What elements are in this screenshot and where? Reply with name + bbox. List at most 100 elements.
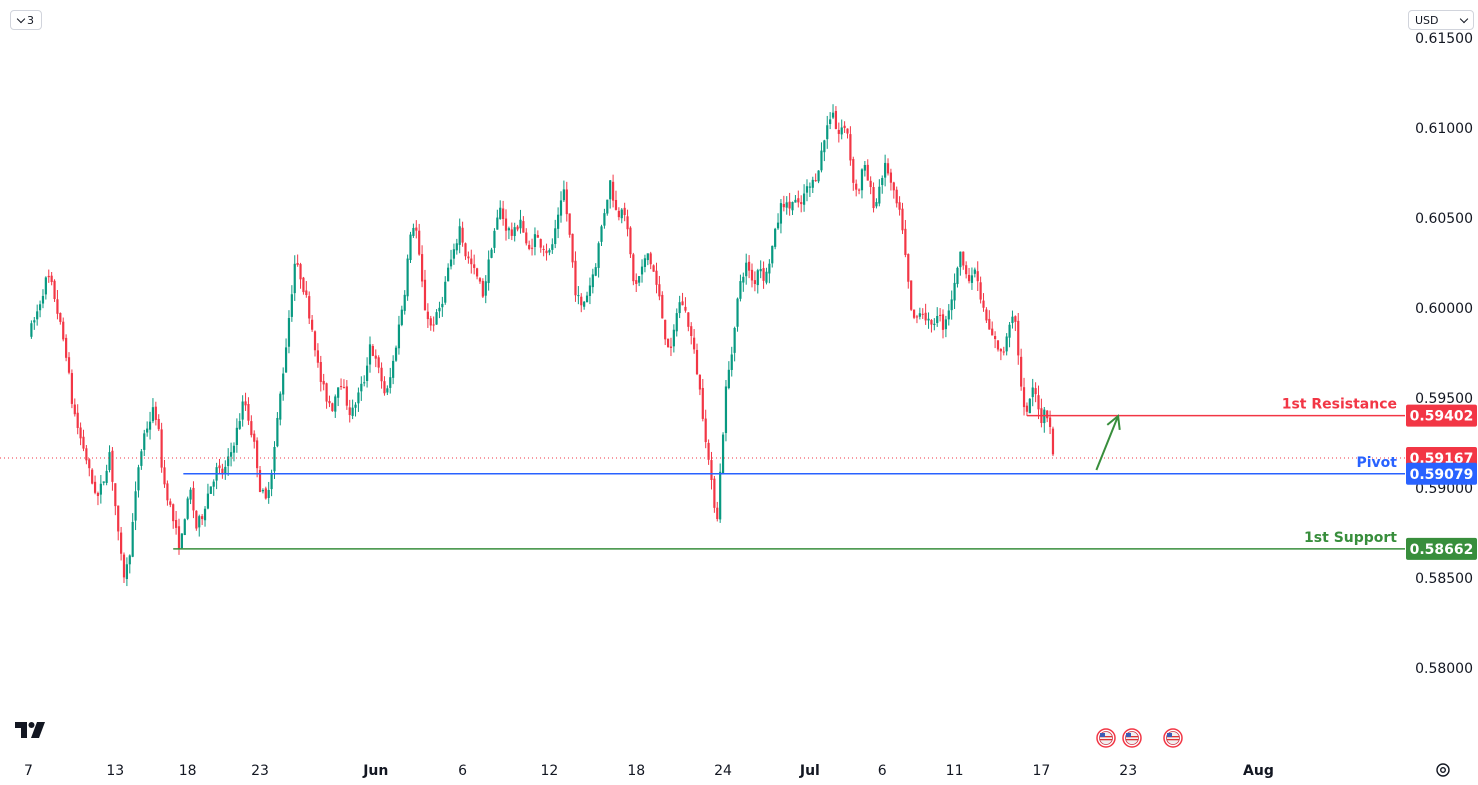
candle	[458, 218, 461, 254]
candle	[623, 202, 626, 222]
candle-body	[415, 227, 418, 231]
candle-body	[160, 429, 163, 468]
candle	[461, 221, 464, 247]
candle-body	[533, 234, 537, 247]
support-price-tag: 0.58662	[1406, 537, 1477, 560]
candle	[967, 267, 971, 284]
candle	[386, 385, 389, 396]
chevron-down-icon	[16, 14, 26, 23]
candle-body	[296, 262, 299, 265]
candle-body	[939, 314, 942, 316]
candle-body	[649, 253, 652, 265]
candle	[562, 180, 565, 202]
pivot-label: Pivot	[1357, 455, 1398, 471]
candle-body	[117, 505, 120, 532]
candle	[617, 207, 620, 221]
candle	[577, 286, 580, 305]
candle-body	[348, 407, 351, 416]
candle-body	[690, 326, 693, 337]
candle-body	[967, 274, 971, 282]
economic-events[interactable]	[1096, 728, 1183, 748]
candle	[322, 373, 325, 391]
candle	[794, 195, 797, 203]
resistance-label: 1st Resistance	[1282, 397, 1397, 413]
candle-body	[834, 110, 838, 129]
candle	[695, 343, 699, 376]
candle-body	[771, 245, 774, 264]
candle	[319, 355, 322, 392]
candle	[962, 251, 965, 270]
candle-body	[137, 467, 140, 491]
candle-body	[232, 445, 236, 453]
candle-body	[910, 280, 913, 310]
candle	[134, 481, 137, 531]
price-axis[interactable]: 0.58000 0.58500 0.59000 0.59500 0.60000 0.605…	[1406, 31, 1477, 677]
candle-body	[282, 373, 285, 395]
price-tag-label: 0.59402	[1410, 409, 1474, 425]
price-tick-label: 0.59500	[1415, 391, 1473, 407]
candle	[797, 190, 800, 208]
time-tick-label: 6	[878, 763, 887, 779]
candle	[930, 319, 933, 333]
candle-body	[392, 360, 395, 378]
candle-body	[840, 127, 843, 135]
candle-body	[256, 440, 259, 469]
candle-body	[516, 226, 519, 230]
candle	[539, 238, 542, 253]
candle	[843, 121, 846, 133]
candle	[831, 104, 835, 120]
candle	[215, 462, 218, 490]
pivot-price-tag: 0.59079	[1406, 462, 1477, 485]
candle	[82, 429, 85, 452]
candle-body	[290, 294, 293, 317]
candle-body	[412, 227, 415, 236]
tradingview-logo-icon[interactable]	[15, 722, 47, 738]
candle	[947, 304, 950, 326]
projection-arrow	[1095, 414, 1121, 471]
candle-body	[108, 452, 111, 471]
candle	[487, 250, 490, 291]
us-flag-icon[interactable]	[1096, 728, 1116, 748]
us-flag-icon[interactable]	[1122, 728, 1142, 748]
candle-body	[299, 264, 302, 280]
candle	[837, 122, 840, 143]
level-pivot: Pivot	[183, 455, 1405, 475]
candle-body	[93, 481, 97, 493]
candle-body	[496, 217, 499, 230]
candle	[863, 161, 866, 177]
candle	[502, 200, 505, 226]
candle	[264, 486, 267, 500]
candle-body	[915, 316, 919, 318]
currency-selector[interactable]: USD	[1408, 10, 1474, 30]
us-flag-icon[interactable]	[1163, 728, 1183, 748]
candle-body	[996, 340, 1000, 350]
candle-body	[979, 282, 982, 300]
interval-selector[interactable]: 3	[10, 10, 42, 30]
time-axis[interactable]: 7 13 18 23 Jun 6 12 18 24 Jul 6 11 17 23 Aug	[24, 763, 1274, 779]
candle-body	[418, 230, 421, 255]
candle-body	[475, 268, 479, 277]
candle	[921, 308, 924, 319]
candle-body	[733, 327, 736, 353]
candle-body	[551, 244, 554, 250]
candle-body	[241, 401, 244, 420]
candle	[915, 314, 919, 324]
candle-body	[661, 294, 664, 319]
candle	[363, 375, 366, 387]
candle	[504, 209, 508, 241]
time-tick-label: 17	[1032, 763, 1050, 779]
candle	[684, 297, 687, 313]
settings-icon[interactable]	[1435, 762, 1451, 778]
candle-body	[267, 489, 270, 498]
price-tick-label: 0.60000	[1415, 301, 1473, 317]
time-tick-label: Jul	[799, 763, 820, 779]
candle	[568, 213, 571, 238]
candle	[96, 491, 100, 506]
candle-body	[502, 208, 505, 220]
candle-body	[933, 323, 936, 326]
candle-body	[675, 313, 678, 332]
candle	[507, 226, 511, 240]
candle	[675, 308, 678, 337]
candle	[464, 242, 467, 260]
